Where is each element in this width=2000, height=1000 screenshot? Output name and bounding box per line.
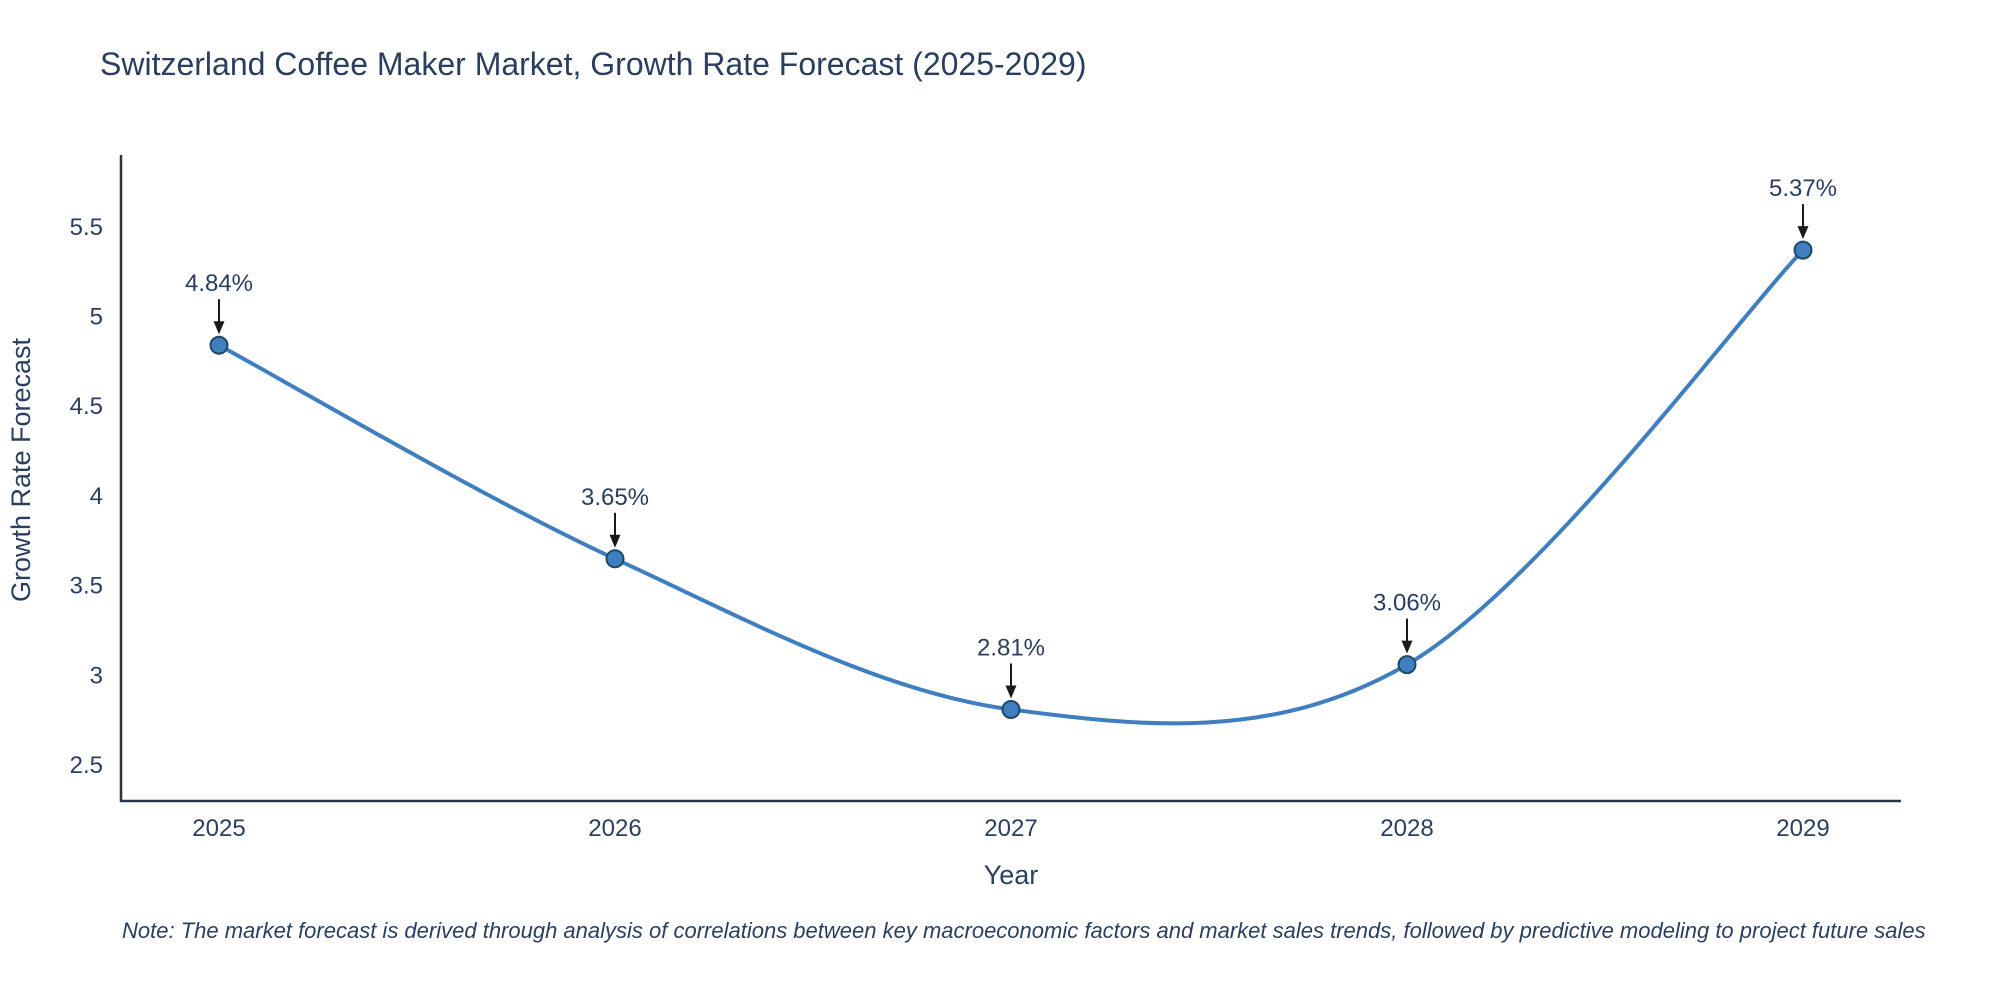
data-point-label: 5.37% xyxy=(1769,175,1837,202)
y-tick-label: 4 xyxy=(90,483,103,510)
y-tick-label: 5.5 xyxy=(70,214,103,241)
y-tick-label: 4.5 xyxy=(70,393,103,420)
data-point-marker[interactable] xyxy=(605,549,625,569)
y-tick-label: 3 xyxy=(90,662,103,689)
y-tick-label: 2.5 xyxy=(70,752,103,779)
data-point-label: 2.81% xyxy=(977,635,1045,662)
data-point-marker[interactable] xyxy=(209,335,229,355)
y-axis-title: Growth Rate Forecast xyxy=(6,337,36,602)
annotation-arrowhead xyxy=(1005,685,1017,699)
trend-line xyxy=(217,248,1805,726)
data-point-label: 4.84% xyxy=(185,270,253,297)
data-point-marker[interactable] xyxy=(1397,655,1417,675)
x-tick-label: 2027 xyxy=(984,815,1037,842)
data-point-label: 3.06% xyxy=(1373,590,1441,617)
axes xyxy=(119,155,1901,803)
plot-area: 2.5 3 3.5 4 4.5 5 5.5 2025 2026 2027 2028 2029 4.84%… xyxy=(70,175,1837,842)
y-tick-label: 3.5 xyxy=(70,573,103,600)
annotation-arrowhead xyxy=(1401,640,1413,654)
x-tick-label: 2029 xyxy=(1776,815,1829,842)
x-tick-label: 2026 xyxy=(588,815,641,842)
annotation-arrowhead xyxy=(609,534,621,548)
footnote: Note: The market forecast is derived thr… xyxy=(122,918,1926,943)
x-tick-label: 2028 xyxy=(1380,815,1433,842)
x-axis-title: Year xyxy=(984,860,1039,890)
x-tick-label: 2025 xyxy=(192,815,245,842)
chart-title: Switzerland Coffee Maker Market, Growth … xyxy=(100,46,1087,82)
data-point-label: 3.65% xyxy=(581,484,649,511)
data-point-marker[interactable] xyxy=(1793,240,1813,260)
annotation-arrowhead xyxy=(213,321,225,335)
data-point-marker[interactable] xyxy=(1001,700,1021,719)
annotation-arrowhead xyxy=(1797,226,1809,240)
y-tick-label: 5 xyxy=(90,304,103,331)
